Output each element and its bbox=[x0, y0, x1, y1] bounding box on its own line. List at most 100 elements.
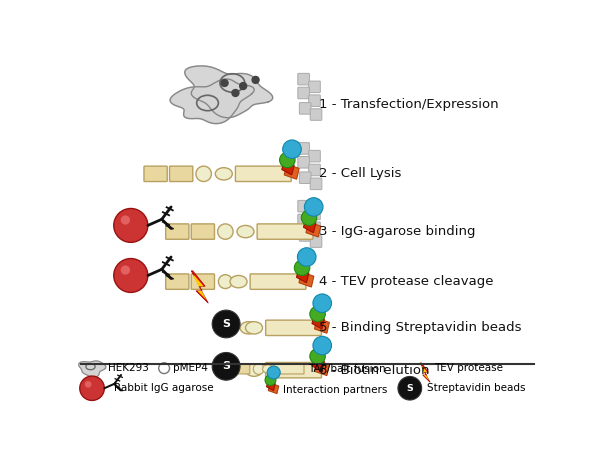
FancyBboxPatch shape bbox=[166, 224, 189, 239]
FancyBboxPatch shape bbox=[298, 143, 310, 154]
Polygon shape bbox=[185, 66, 273, 118]
Circle shape bbox=[85, 381, 91, 388]
Circle shape bbox=[298, 248, 316, 266]
Circle shape bbox=[252, 76, 259, 84]
Ellipse shape bbox=[215, 168, 232, 180]
Circle shape bbox=[310, 306, 325, 322]
FancyBboxPatch shape bbox=[235, 364, 250, 374]
FancyBboxPatch shape bbox=[274, 364, 304, 374]
FancyBboxPatch shape bbox=[299, 172, 311, 183]
Circle shape bbox=[218, 224, 233, 239]
FancyBboxPatch shape bbox=[170, 166, 193, 182]
Text: Rabbit IgG agarose: Rabbit IgG agarose bbox=[114, 383, 214, 393]
Polygon shape bbox=[314, 360, 329, 375]
Circle shape bbox=[239, 83, 247, 89]
Ellipse shape bbox=[237, 226, 254, 238]
FancyBboxPatch shape bbox=[298, 200, 310, 212]
Text: 1 - Transfection/Expression: 1 - Transfection/Expression bbox=[319, 98, 499, 111]
FancyBboxPatch shape bbox=[308, 150, 320, 162]
Polygon shape bbox=[79, 361, 106, 377]
Text: 6 - Biotin elution: 6 - Biotin elution bbox=[319, 364, 430, 377]
FancyBboxPatch shape bbox=[308, 222, 320, 233]
Polygon shape bbox=[284, 164, 299, 179]
FancyBboxPatch shape bbox=[308, 208, 320, 220]
Ellipse shape bbox=[245, 322, 263, 334]
FancyBboxPatch shape bbox=[298, 157, 310, 168]
Circle shape bbox=[283, 140, 301, 158]
Circle shape bbox=[398, 376, 422, 400]
Circle shape bbox=[313, 294, 332, 312]
Circle shape bbox=[232, 89, 239, 96]
Ellipse shape bbox=[240, 322, 257, 334]
Polygon shape bbox=[314, 318, 329, 333]
Polygon shape bbox=[266, 380, 275, 390]
Circle shape bbox=[265, 375, 276, 385]
Text: TAP/bait fusion: TAP/bait fusion bbox=[308, 364, 386, 374]
Polygon shape bbox=[312, 356, 325, 371]
FancyBboxPatch shape bbox=[308, 95, 320, 106]
Text: HEK293: HEK293 bbox=[107, 363, 148, 373]
FancyBboxPatch shape bbox=[310, 178, 322, 190]
Circle shape bbox=[218, 275, 232, 289]
Circle shape bbox=[121, 215, 130, 225]
Circle shape bbox=[221, 79, 228, 86]
Circle shape bbox=[212, 310, 240, 338]
FancyBboxPatch shape bbox=[257, 224, 313, 239]
Polygon shape bbox=[268, 383, 279, 394]
Ellipse shape bbox=[230, 276, 247, 288]
FancyBboxPatch shape bbox=[235, 166, 291, 182]
Circle shape bbox=[212, 352, 240, 380]
Polygon shape bbox=[299, 272, 314, 287]
FancyBboxPatch shape bbox=[308, 164, 320, 176]
Polygon shape bbox=[420, 363, 430, 382]
Polygon shape bbox=[193, 276, 207, 300]
Ellipse shape bbox=[263, 365, 274, 373]
FancyBboxPatch shape bbox=[250, 274, 306, 289]
Polygon shape bbox=[304, 217, 316, 232]
Circle shape bbox=[313, 336, 332, 355]
FancyBboxPatch shape bbox=[266, 320, 322, 336]
Circle shape bbox=[301, 210, 317, 226]
FancyBboxPatch shape bbox=[166, 274, 189, 289]
Polygon shape bbox=[282, 160, 294, 175]
Polygon shape bbox=[296, 267, 309, 283]
Ellipse shape bbox=[245, 364, 263, 376]
Text: Interaction partners: Interaction partners bbox=[283, 385, 387, 395]
FancyBboxPatch shape bbox=[191, 274, 215, 289]
Polygon shape bbox=[170, 79, 254, 123]
Polygon shape bbox=[191, 271, 208, 303]
Circle shape bbox=[280, 152, 295, 168]
FancyBboxPatch shape bbox=[298, 214, 310, 226]
Circle shape bbox=[158, 363, 170, 374]
Circle shape bbox=[114, 208, 148, 242]
FancyBboxPatch shape bbox=[191, 224, 215, 239]
Circle shape bbox=[196, 166, 211, 182]
Text: 3 - IgG-agarose binding: 3 - IgG-agarose binding bbox=[319, 225, 476, 238]
FancyBboxPatch shape bbox=[144, 166, 167, 182]
Text: 5 - Binding Streptavidin beads: 5 - Binding Streptavidin beads bbox=[319, 321, 521, 334]
Polygon shape bbox=[312, 314, 325, 329]
Polygon shape bbox=[421, 366, 429, 380]
FancyBboxPatch shape bbox=[310, 109, 322, 120]
Circle shape bbox=[114, 258, 148, 292]
FancyBboxPatch shape bbox=[299, 230, 311, 241]
FancyBboxPatch shape bbox=[298, 87, 310, 99]
Circle shape bbox=[304, 197, 323, 216]
Text: 2 - Cell Lysis: 2 - Cell Lysis bbox=[319, 168, 401, 180]
Text: TEV protease: TEV protease bbox=[434, 363, 503, 373]
Text: 4 - TEV protease cleavage: 4 - TEV protease cleavage bbox=[319, 275, 494, 288]
Circle shape bbox=[310, 349, 325, 364]
Text: S: S bbox=[222, 361, 230, 371]
FancyBboxPatch shape bbox=[266, 362, 322, 378]
Circle shape bbox=[121, 266, 130, 275]
FancyBboxPatch shape bbox=[218, 364, 233, 374]
Circle shape bbox=[295, 260, 310, 276]
Polygon shape bbox=[306, 222, 321, 237]
Circle shape bbox=[80, 376, 104, 400]
Circle shape bbox=[253, 364, 264, 375]
Text: S: S bbox=[406, 384, 413, 393]
Text: pMEP4: pMEP4 bbox=[173, 363, 208, 373]
Circle shape bbox=[267, 366, 280, 379]
FancyBboxPatch shape bbox=[310, 236, 322, 247]
Text: S: S bbox=[222, 319, 230, 329]
